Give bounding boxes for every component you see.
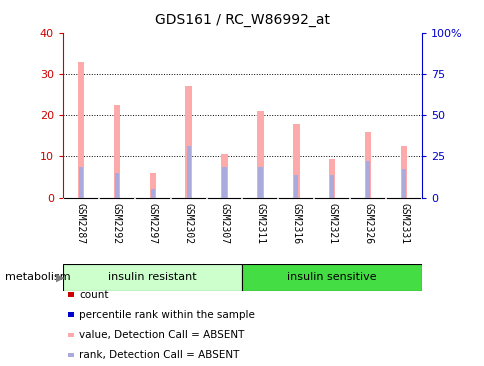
Bar xyxy=(328,158,335,198)
Text: insulin resistant: insulin resistant xyxy=(108,272,197,282)
Text: ▶: ▶ xyxy=(56,272,64,282)
Text: GSM2297: GSM2297 xyxy=(148,203,157,244)
Bar xyxy=(186,146,190,198)
Bar xyxy=(63,264,242,291)
Text: percentile rank within the sample: percentile rank within the sample xyxy=(79,310,255,320)
Bar xyxy=(294,175,298,198)
Text: GSM2331: GSM2331 xyxy=(398,203,408,244)
Text: value, Detection Call = ABSENT: value, Detection Call = ABSENT xyxy=(79,330,244,340)
Text: rank, Detection Call = ABSENT: rank, Detection Call = ABSENT xyxy=(79,350,239,360)
Bar xyxy=(330,175,333,198)
Text: GSM2287: GSM2287 xyxy=(76,203,86,244)
Text: GSM2311: GSM2311 xyxy=(255,203,265,244)
Bar xyxy=(292,124,299,198)
Bar xyxy=(257,111,263,198)
Text: GSM2292: GSM2292 xyxy=(112,203,121,244)
Bar xyxy=(221,154,227,198)
Bar xyxy=(222,167,226,198)
Text: GDS161 / RC_W86992_at: GDS161 / RC_W86992_at xyxy=(155,13,329,27)
Bar xyxy=(400,146,407,198)
Text: insulin sensitive: insulin sensitive xyxy=(287,272,376,282)
Bar xyxy=(77,62,84,198)
Text: GSM2307: GSM2307 xyxy=(219,203,229,244)
Bar xyxy=(151,190,154,198)
Bar xyxy=(364,132,371,198)
Bar xyxy=(79,167,83,198)
Text: GSM2302: GSM2302 xyxy=(183,203,193,244)
Bar xyxy=(149,173,156,198)
Text: metabolism: metabolism xyxy=(5,272,70,282)
Text: GSM2326: GSM2326 xyxy=(363,203,372,244)
Bar xyxy=(258,167,262,198)
Bar xyxy=(115,173,119,198)
Text: count: count xyxy=(79,290,108,300)
Bar xyxy=(242,264,421,291)
Bar xyxy=(401,169,405,198)
Text: GSM2321: GSM2321 xyxy=(327,203,336,244)
Text: GSM2316: GSM2316 xyxy=(291,203,301,244)
Bar xyxy=(113,105,120,198)
Bar xyxy=(365,161,369,198)
Bar xyxy=(185,86,192,198)
